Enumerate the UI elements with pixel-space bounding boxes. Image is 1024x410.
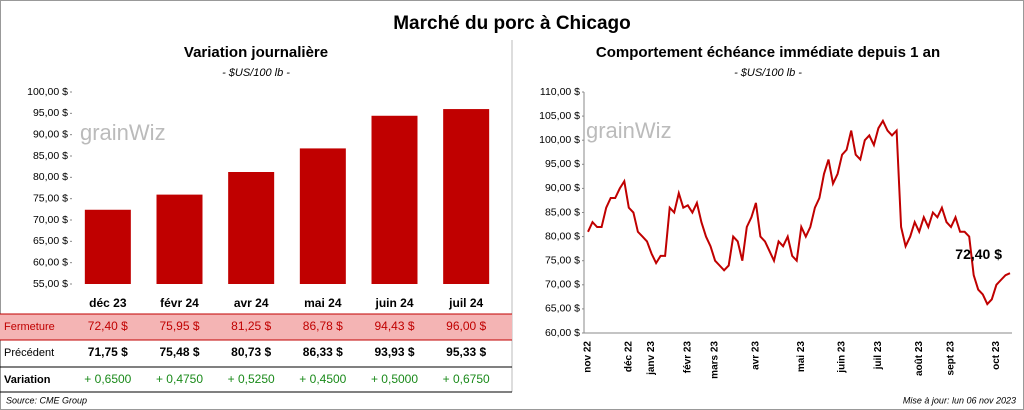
y-tick-label: 100,00 $ <box>539 134 580 146</box>
table-cell: + 0,6750 <box>443 372 490 386</box>
y-tick-label: 60,00 $ <box>33 256 68 268</box>
y-tick-label: 75,00 $ <box>33 192 68 204</box>
table-cell: 75,48 $ <box>159 345 199 359</box>
y-tick-label: 95,00 $ <box>545 158 580 170</box>
watermark: grainWiz <box>80 120 166 145</box>
y-tick-label: 80,00 $ <box>545 230 580 242</box>
x-tick-label: nov 22 <box>583 341 594 373</box>
table-cell: 86,78 $ <box>303 319 343 333</box>
row-label: Précédent <box>4 347 54 359</box>
chart-subtitle: - $US/100 lb - <box>222 67 290 79</box>
table-cell: 81,25 $ <box>231 319 271 333</box>
table-cell: + 0,6500 <box>84 372 131 386</box>
x-tick-label: févr 23 <box>682 341 693 374</box>
chart-subtitle: - $US/100 lb - <box>734 67 802 79</box>
x-tick-label: mai 24 <box>304 296 342 310</box>
table-cell: + 0,4750 <box>156 372 203 386</box>
table-cell: 72,40 $ <box>88 319 128 333</box>
table-cell: 96,00 $ <box>446 319 486 333</box>
highlight-row <box>0 314 512 340</box>
y-tick-label: 85,00 $ <box>33 150 68 162</box>
bar <box>371 115 418 284</box>
x-tick-label: févr 24 <box>160 296 199 310</box>
y-tick-label: 70,00 $ <box>33 214 68 226</box>
y-tick-label: 95,00 $ <box>33 107 68 119</box>
price-line <box>587 118 1011 306</box>
x-tick-label: août 23 <box>914 341 925 376</box>
y-tick-label: 60,00 $ <box>545 327 580 339</box>
table-cell: 95,33 $ <box>446 345 486 359</box>
x-tick-label: janv 23 <box>646 341 657 376</box>
table-cell: 93,93 $ <box>374 345 414 359</box>
x-tick-label: avr 23 <box>751 341 762 370</box>
y-tick-label: 65,00 $ <box>545 303 580 315</box>
updated: Mise à jour: lun 06 nov 2023 <box>903 395 1016 405</box>
chart-title: Comportement échéance immédiate depuis 1… <box>596 44 940 61</box>
y-tick-label: 110,00 $ <box>540 86 580 98</box>
y-tick-label: 90,00 $ <box>33 128 68 140</box>
table-cell: 71,75 $ <box>88 345 128 359</box>
y-tick-label: 75,00 $ <box>545 254 580 266</box>
x-tick-label: déc 22 <box>623 341 634 373</box>
source: Source: CME Group <box>6 395 87 405</box>
bar <box>84 209 131 284</box>
x-tick-label: juin 24 <box>374 296 413 310</box>
page-title: Marché du porc à Chicago <box>393 13 631 34</box>
x-tick-label: juin 23 <box>837 341 848 374</box>
y-tick-label: 85,00 $ <box>545 206 580 218</box>
watermark: grainWiz <box>586 118 672 143</box>
x-tick-label: sept 23 <box>946 341 957 376</box>
y-tick-label: 70,00 $ <box>545 279 580 291</box>
x-tick-label: juil 23 <box>873 341 884 371</box>
y-tick-label: 90,00 $ <box>545 182 580 194</box>
y-tick-label: 80,00 $ <box>33 171 68 183</box>
table-cell: 86,33 $ <box>303 345 343 359</box>
annotation: 72,40 $ <box>955 246 1002 262</box>
table-cell: 75,95 $ <box>159 319 199 333</box>
table-cell: + 0,5000 <box>371 372 418 386</box>
x-tick-label: déc 23 <box>89 296 127 310</box>
y-tick-label: 100,00 $ <box>27 86 68 98</box>
y-tick-label: 65,00 $ <box>33 235 68 247</box>
bar <box>156 194 203 284</box>
x-tick-label: avr 24 <box>234 296 269 310</box>
row-label: Fermeture <box>4 321 55 333</box>
y-tick-label: 105,00 $ <box>539 110 580 122</box>
table-cell: + 0,5250 <box>228 372 275 386</box>
table-cell: 80,73 $ <box>231 345 271 359</box>
x-tick-label: mars 23 <box>710 341 721 379</box>
chart-title: Variation journalière <box>184 44 328 61</box>
bar <box>299 148 346 284</box>
table-cell: 94,43 $ <box>374 319 414 333</box>
x-tick-label: oct 23 <box>991 341 1002 370</box>
table-cell: + 0,4500 <box>299 372 346 386</box>
bar <box>228 172 275 284</box>
bar <box>443 109 490 284</box>
x-tick-label: mai 23 <box>796 341 807 373</box>
x-tick-label: juil 24 <box>448 296 483 310</box>
row-label: Variation <box>4 374 51 386</box>
y-tick-label: 55,00 $ <box>33 278 68 290</box>
